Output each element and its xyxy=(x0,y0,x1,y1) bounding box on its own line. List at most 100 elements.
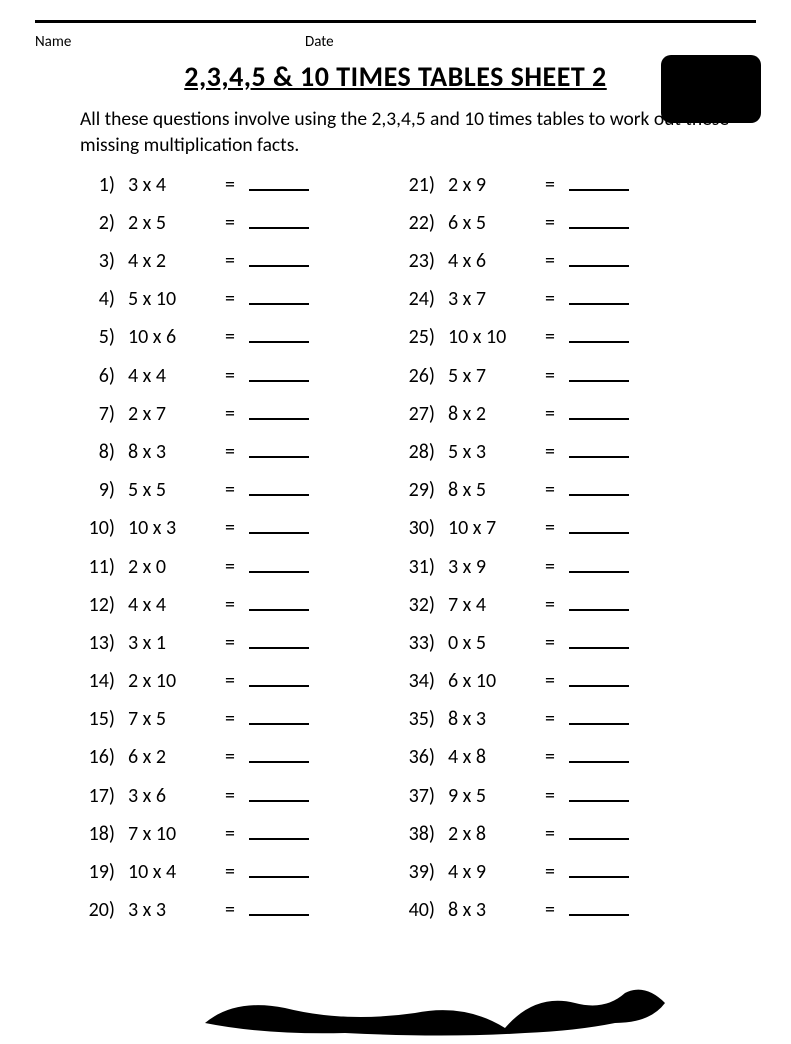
question-number: 31) xyxy=(395,555,440,579)
question-row: 26)5 x 7= xyxy=(395,364,715,402)
question-expression: 8 x 3 xyxy=(120,440,215,464)
answer-blank[interactable] xyxy=(569,707,629,725)
equals-sign: = xyxy=(535,325,565,349)
answer-blank[interactable] xyxy=(249,325,309,343)
question-expression: 10 x 3 xyxy=(120,516,215,540)
equals-sign: = xyxy=(535,249,565,273)
answer-blank[interactable] xyxy=(249,287,309,305)
answer-blank[interactable] xyxy=(569,478,629,496)
equals-sign: = xyxy=(535,707,565,731)
answer-blank[interactable] xyxy=(569,287,629,305)
answer-blank[interactable] xyxy=(249,593,309,611)
question-expression: 8 x 3 xyxy=(440,707,535,731)
question-expression: 10 x 10 xyxy=(440,325,535,349)
answer-blank[interactable] xyxy=(569,249,629,267)
answer-blank[interactable] xyxy=(569,173,629,191)
answer-blank[interactable] xyxy=(249,402,309,420)
equals-sign: = xyxy=(535,784,565,808)
equals-sign: = xyxy=(215,325,245,349)
answer-blank[interactable] xyxy=(569,555,629,573)
question-expression: 3 x 6 xyxy=(120,784,215,808)
answer-blank[interactable] xyxy=(249,860,309,878)
question-number: 34) xyxy=(395,669,440,693)
answer-blank[interactable] xyxy=(249,249,309,267)
answer-blank[interactable] xyxy=(249,745,309,763)
answer-blank[interactable] xyxy=(569,440,629,458)
equals-sign: = xyxy=(535,555,565,579)
answer-blank[interactable] xyxy=(249,440,309,458)
answer-blank[interactable] xyxy=(249,555,309,573)
answer-blank[interactable] xyxy=(569,860,629,878)
equals-sign: = xyxy=(215,593,245,617)
question-number: 39) xyxy=(395,860,440,884)
answer-blank[interactable] xyxy=(569,631,629,649)
question-number: 2) xyxy=(75,211,120,235)
question-row: 12)4 x 4= xyxy=(75,593,395,631)
question-expression: 7 x 5 xyxy=(120,707,215,731)
question-number: 25) xyxy=(395,325,440,349)
answer-blank[interactable] xyxy=(249,707,309,725)
equals-sign: = xyxy=(215,707,245,731)
answer-blank[interactable] xyxy=(569,593,629,611)
name-label: Name xyxy=(35,33,305,51)
question-row: 13)3 x 1= xyxy=(75,631,395,669)
answer-blank[interactable] xyxy=(569,516,629,534)
equals-sign: = xyxy=(215,669,245,693)
question-expression: 5 x 10 xyxy=(120,287,215,311)
answer-blank[interactable] xyxy=(249,898,309,916)
question-expression: 4 x 8 xyxy=(440,745,535,769)
question-number: 17) xyxy=(75,784,120,808)
answer-blank[interactable] xyxy=(569,898,629,916)
answer-blank[interactable] xyxy=(249,364,309,382)
answer-blank[interactable] xyxy=(569,822,629,840)
answer-blank[interactable] xyxy=(249,173,309,191)
question-row: 15)7 x 5= xyxy=(75,707,395,745)
question-row: 17)3 x 6= xyxy=(75,784,395,822)
answer-blank[interactable] xyxy=(569,364,629,382)
answer-blank[interactable] xyxy=(249,631,309,649)
question-number: 11) xyxy=(75,555,120,579)
equals-sign: = xyxy=(215,898,245,922)
answer-blank[interactable] xyxy=(569,669,629,687)
question-number: 19) xyxy=(75,860,120,884)
question-row: 20)3 x 3= xyxy=(75,898,395,936)
answer-blank[interactable] xyxy=(569,325,629,343)
equals-sign: = xyxy=(535,822,565,846)
question-expression: 10 x 6 xyxy=(120,325,215,349)
answer-blank[interactable] xyxy=(249,211,309,229)
question-number: 23) xyxy=(395,249,440,273)
question-number: 21) xyxy=(395,173,440,197)
answer-blank[interactable] xyxy=(249,784,309,802)
answer-blank[interactable] xyxy=(569,211,629,229)
equals-sign: = xyxy=(215,402,245,426)
question-number: 8) xyxy=(75,440,120,464)
question-expression: 5 x 7 xyxy=(440,364,535,388)
answer-blank[interactable] xyxy=(249,822,309,840)
answer-blank[interactable] xyxy=(569,784,629,802)
answer-blank[interactable] xyxy=(249,478,309,496)
answer-blank[interactable] xyxy=(249,669,309,687)
equals-sign: = xyxy=(535,478,565,502)
answer-blank[interactable] xyxy=(569,402,629,420)
question-row: 9)5 x 5= xyxy=(75,478,395,516)
answer-blank[interactable] xyxy=(249,516,309,534)
question-expression: 3 x 9 xyxy=(440,555,535,579)
question-expression: 0 x 5 xyxy=(440,631,535,655)
answer-blank[interactable] xyxy=(569,745,629,763)
equals-sign: = xyxy=(535,593,565,617)
equals-sign: = xyxy=(215,440,245,464)
question-row: 31)3 x 9= xyxy=(395,555,715,593)
question-row: 6)4 x 4= xyxy=(75,364,395,402)
question-row: 35)8 x 3= xyxy=(395,707,715,745)
date-label: Date xyxy=(305,33,756,51)
question-row: 27)8 x 2= xyxy=(395,402,715,440)
question-row: 14)2 x 10= xyxy=(75,669,395,707)
question-expression: 4 x 9 xyxy=(440,860,535,884)
equals-sign: = xyxy=(215,784,245,808)
equals-sign: = xyxy=(535,440,565,464)
equals-sign: = xyxy=(215,287,245,311)
question-row: 24)3 x 7= xyxy=(395,287,715,325)
question-expression: 2 x 0 xyxy=(120,555,215,579)
question-number: 13) xyxy=(75,631,120,655)
equals-sign: = xyxy=(215,822,245,846)
